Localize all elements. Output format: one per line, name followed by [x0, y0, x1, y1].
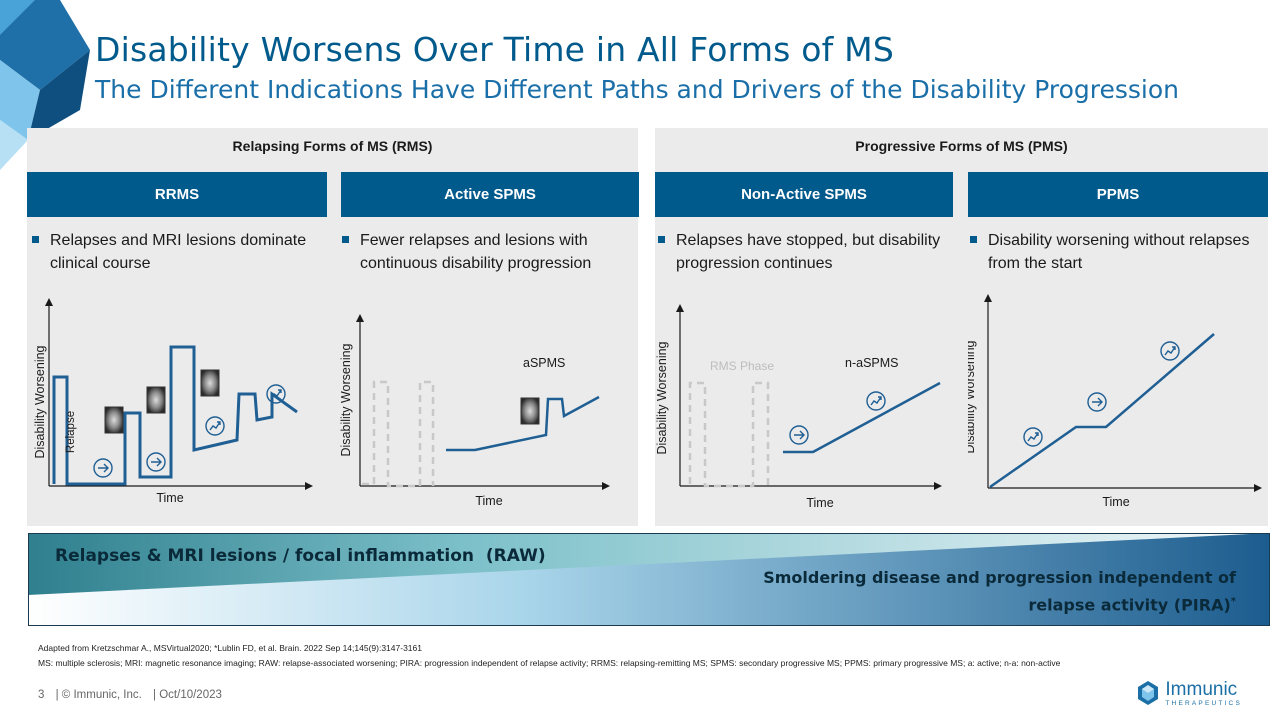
x-axis-label: Time: [475, 494, 502, 508]
pira-footnote-marker: *: [1230, 596, 1236, 607]
right-arrow-icon: [789, 425, 809, 445]
active-spms-bullet: Fewer relapses and lesions with continuo…: [340, 229, 635, 275]
trend-up-icon: [1023, 427, 1043, 447]
relapse-label: Relapse: [65, 411, 77, 453]
mri-scan: [200, 369, 220, 397]
mri-scan: [104, 406, 124, 434]
page-number: 3: [38, 689, 45, 701]
y-axis-label: Disability Worsening: [655, 341, 669, 454]
trend-up-icon: [866, 391, 886, 411]
logo-name: Immunic: [1165, 679, 1238, 701]
logo-tagline: THERAPEUTICS: [1165, 700, 1242, 708]
y-axis-label: Disability Worsening: [968, 340, 977, 453]
ppms-header: PPMS: [968, 172, 1268, 217]
rms-phase-label: RMS Phase: [710, 359, 774, 373]
non-active-spms-chart: RMS Phase n-aSPMS Disability Worsening T…: [655, 304, 942, 510]
previous-relapse-trace: [362, 380, 435, 488]
aspms-label: aSPMS: [523, 356, 565, 370]
rrms-chart: Disability Worsening Relapse Time: [33, 298, 313, 505]
x-axis-label: Time: [156, 491, 183, 505]
reference-source: Adapted from Kretzschmar A., MSVirtual20…: [38, 643, 422, 653]
non-active-spms-bullet: Relapses have stopped, but disability pr…: [656, 229, 946, 275]
raw-label: Relapses & MRI lesions / focal inflammat…: [55, 546, 546, 566]
raw-pira-band: [28, 533, 1270, 626]
footer-company: | © Immunic, Inc.: [55, 689, 142, 701]
rrms-bullet: Relapses and MRI lesions dominate clinic…: [30, 229, 325, 275]
right-arrow-icon: [146, 452, 166, 472]
naspms-label: n-aSPMS: [845, 356, 899, 370]
footer: 3 | © Immunic, Inc. | Oct/10/2023: [38, 689, 230, 701]
ppms-bullet: Disability worsening without relapses fr…: [968, 229, 1258, 275]
pira-label: Smoldering disease and progression indep…: [756, 566, 1236, 617]
y-axis-label: Disability Worsening: [33, 345, 47, 458]
y-axis-label: Disability Worsening: [340, 343, 353, 456]
x-axis-label: Time: [1102, 495, 1129, 509]
disability-line: [52, 345, 298, 486]
page-subtitle: The Different Indications Have Different…: [95, 75, 1180, 104]
mri-scan: [520, 397, 540, 425]
right-arrow-icon: [1087, 392, 1107, 412]
disability-line: [446, 395, 600, 452]
immunic-logo: Immunic THERAPEUTICS: [1136, 680, 1242, 708]
active-spms-chart: aSPMS Disability Worsening Time: [340, 314, 610, 508]
rrms-header: RRMS: [27, 172, 327, 217]
pms-group-header: Progressive Forms of MS (PMS): [855, 138, 1068, 154]
page-title: Disability Worsens Over Time in All Form…: [95, 30, 894, 69]
right-arrow-icon: [93, 458, 113, 478]
mri-scan: [146, 386, 166, 414]
logo-mark-icon: [1138, 681, 1159, 705]
pira-text: Smoldering disease and progression indep…: [763, 568, 1236, 615]
disability-line: [989, 333, 1215, 489]
x-axis-label: Time: [806, 496, 833, 510]
footer-date: | Oct/10/2023: [153, 689, 222, 701]
disability-line: [783, 381, 941, 454]
active-spms-header: Active SPMS: [341, 172, 639, 217]
reference-abbreviations: MS: multiple sclerosis; MRI: magnetic re…: [38, 658, 1061, 668]
ppms-chart: Disability Worsening Time: [968, 294, 1262, 509]
previous-relapse-trace: [688, 381, 770, 488]
trend-up-icon: [1160, 341, 1180, 361]
non-active-spms-header: Non-Active SPMS: [655, 172, 953, 217]
corner-decoration: [0, 0, 90, 170]
trend-up-icon: [266, 384, 286, 404]
trend-up-icon: [205, 416, 225, 436]
rms-group-header: Relapsing Forms of MS (RMS): [232, 138, 433, 154]
